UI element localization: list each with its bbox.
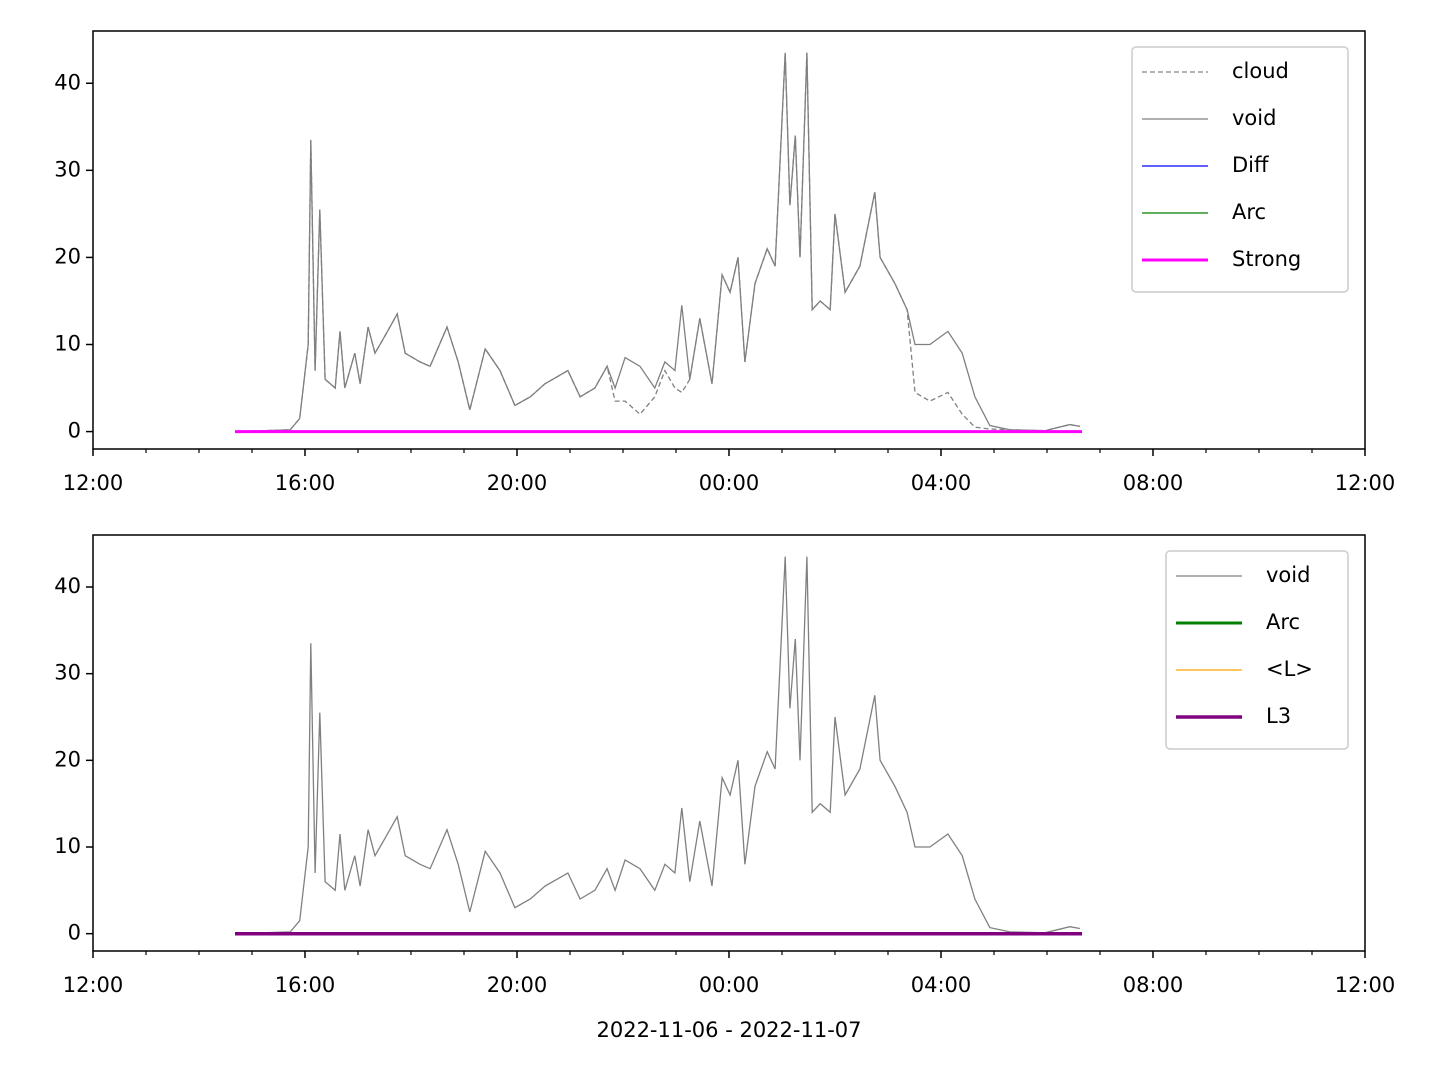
y-tick-label: 40 xyxy=(54,574,81,598)
legend-label: void xyxy=(1232,106,1276,130)
y-tick-label: 10 xyxy=(54,834,81,858)
legend-box xyxy=(1131,46,1349,293)
y-tick-label: 30 xyxy=(54,157,81,181)
x-tick-label: 12:00 xyxy=(1335,973,1396,997)
x-tick-label: 12:00 xyxy=(1335,471,1396,495)
x-tick-label: 12:00 xyxy=(63,471,124,495)
y-tick-label: 0 xyxy=(68,419,81,443)
y-tick-label: 20 xyxy=(54,244,81,268)
x-tick-label: 04:00 xyxy=(911,973,972,997)
x-tick-label: 00:00 xyxy=(699,973,760,997)
x-tick-label: 16:00 xyxy=(275,471,336,495)
x-tick-label: 00:00 xyxy=(699,471,760,495)
panel: 0 10 20 30 40 12:00 16:00 20:00 00:00 04:00 08:00 1… xyxy=(54,534,1396,1042)
plot-frame xyxy=(92,534,1366,952)
y-tick-label: 20 xyxy=(54,747,81,771)
x-axis-label: 2022-11-06 - 2022-11-07 xyxy=(596,1018,861,1042)
legend-label: cloud xyxy=(1232,59,1289,83)
x-tick-label: 20:00 xyxy=(487,973,548,997)
x-tick-label: 08:00 xyxy=(1123,471,1184,495)
y-tick-label: 30 xyxy=(54,661,81,685)
legend-label: <L> xyxy=(1266,657,1313,681)
line-series xyxy=(234,52,1081,433)
x-tick-label: 16:00 xyxy=(275,973,336,997)
legend-label: L3 xyxy=(1266,704,1291,728)
legend-label: Arc xyxy=(1232,200,1266,224)
x-tick-label: 04:00 xyxy=(911,471,972,495)
legend-label: void xyxy=(1266,563,1310,587)
y-tick-label: 0 xyxy=(68,921,81,945)
plot-frame xyxy=(92,30,1366,450)
x-tick-label: 20:00 xyxy=(487,471,548,495)
x-tick-label: 12:00 xyxy=(63,973,124,997)
legend-label: Arc xyxy=(1266,610,1300,634)
legend-label: Strong xyxy=(1232,247,1301,271)
x-tick-label: 08:00 xyxy=(1123,973,1184,997)
line-series xyxy=(234,556,1081,935)
y-tick-label: 10 xyxy=(54,332,81,356)
panel: 0 10 20 30 40 12:00 16:00 20:00 00:00 04:00 08:00 1… xyxy=(54,30,1396,495)
legend-box xyxy=(1165,550,1349,750)
legend-label: Diff xyxy=(1232,153,1269,177)
y-tick-label: 40 xyxy=(54,70,81,94)
